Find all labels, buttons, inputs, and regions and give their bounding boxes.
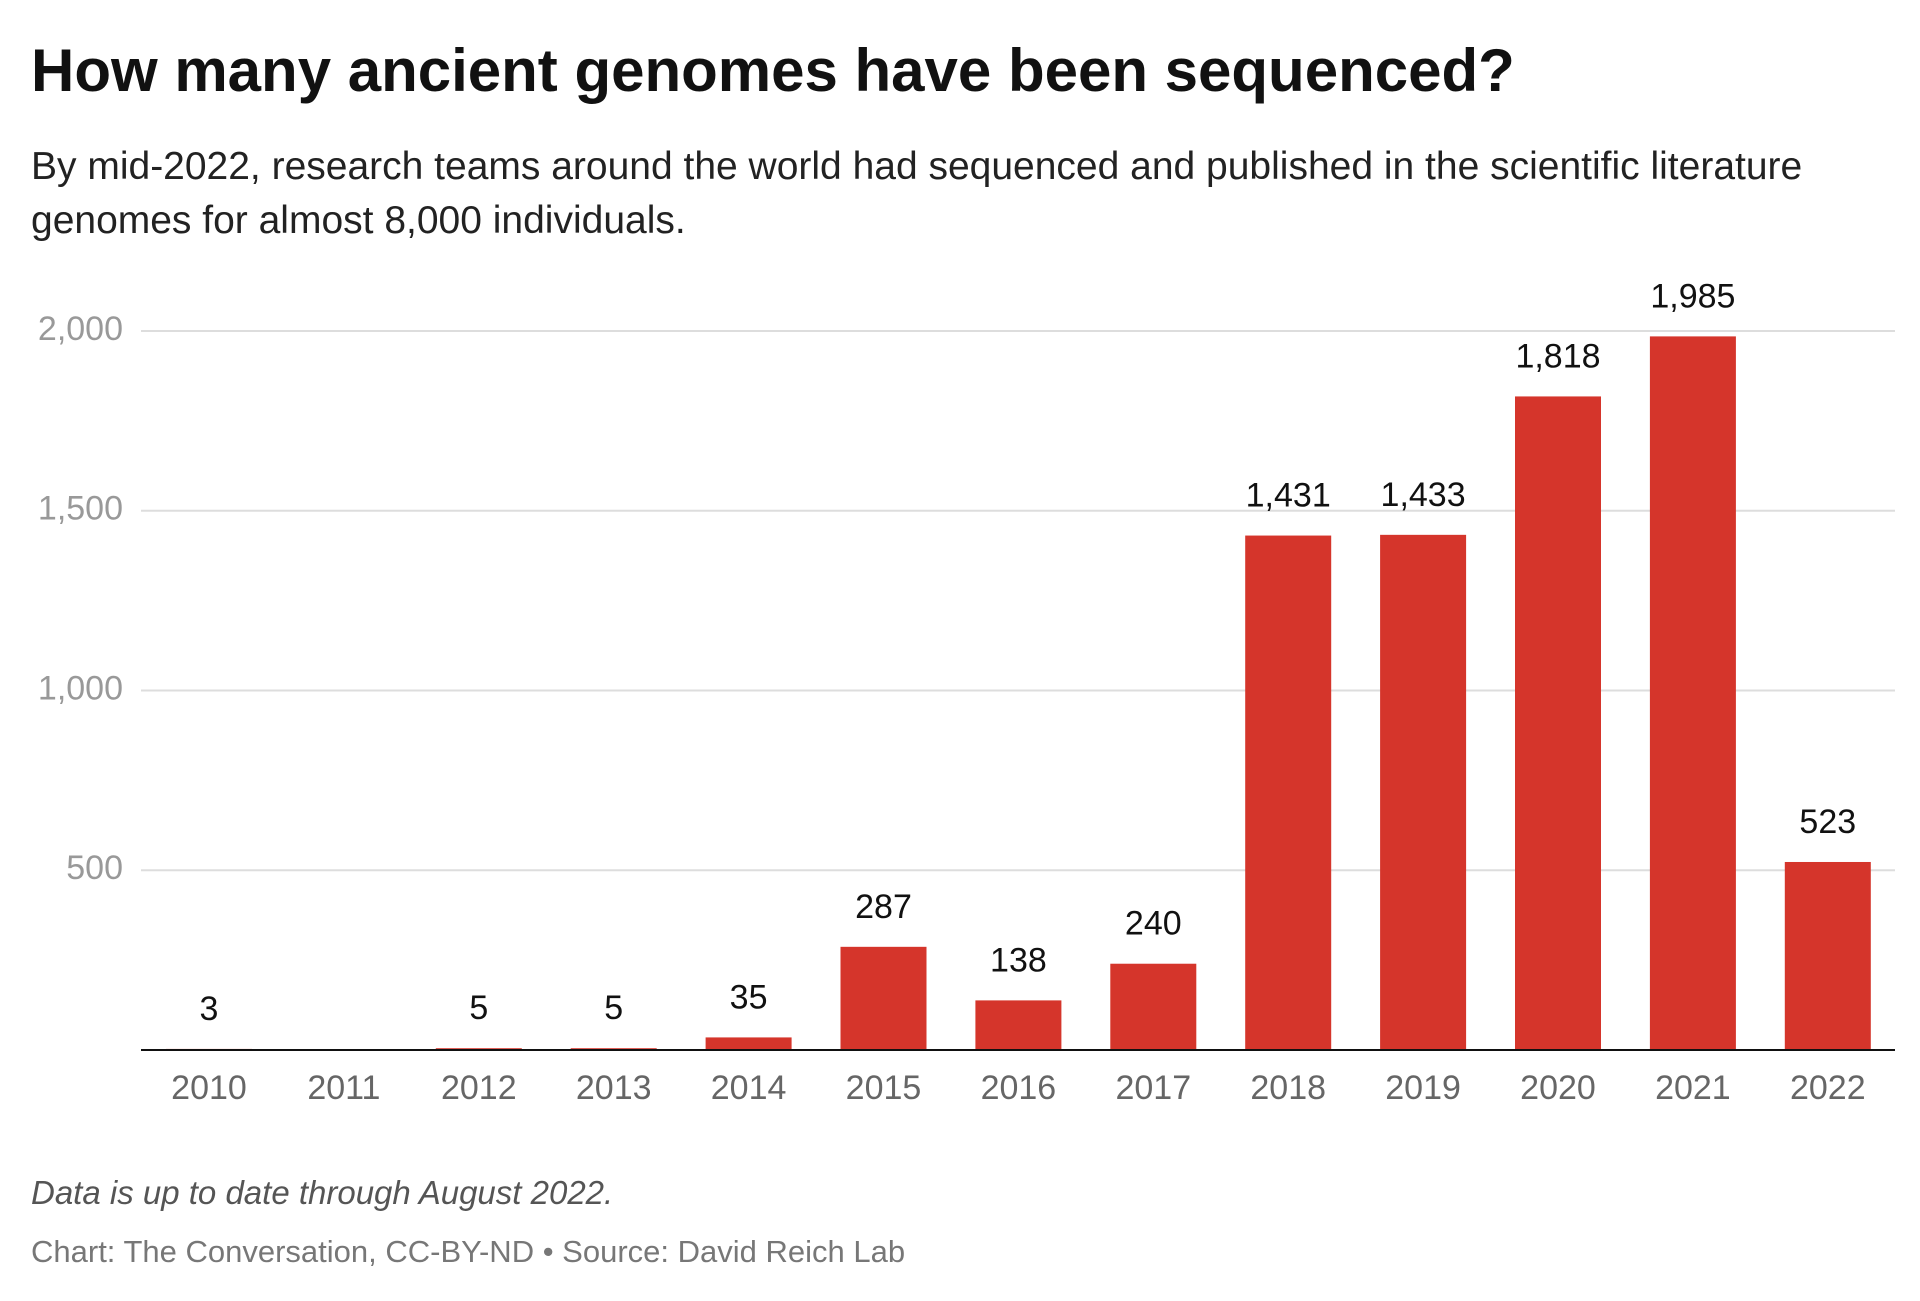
x-tick-label: 2010 [171, 1069, 247, 1107]
y-tick-label: 1,000 [38, 669, 123, 707]
bar [705, 1037, 792, 1050]
value-label: 1,985 [1650, 277, 1735, 315]
subtitle: By mid-2022, research teams around the w… [31, 145, 1803, 242]
x-tick-label: 2015 [846, 1069, 922, 1107]
bar [1784, 861, 1871, 1050]
bar [1380, 534, 1467, 1050]
x-tick-label: 2021 [1655, 1069, 1731, 1107]
bar [1245, 535, 1332, 1050]
bar [1649, 336, 1736, 1051]
x-tick-label: 2017 [1115, 1069, 1191, 1107]
value-label: 1,433 [1381, 476, 1466, 514]
value-label: 5 [469, 989, 488, 1027]
value-label: 3 [200, 990, 219, 1028]
y-tick-label: 1,500 [38, 490, 123, 528]
value-label: 240 [1125, 905, 1182, 943]
x-tick-label: 2014 [711, 1069, 787, 1107]
x-tick-label: 2013 [576, 1069, 652, 1107]
x-tick-label: 2016 [981, 1069, 1057, 1107]
x-tick-label: 2022 [1790, 1069, 1866, 1107]
y-tick-label: 500 [66, 849, 123, 887]
x-tick-label: 2011 [307, 1069, 380, 1107]
value-label: 287 [855, 888, 912, 926]
value-label: 35 [730, 978, 768, 1016]
bar [975, 1000, 1062, 1050]
bar [1515, 396, 1601, 1051]
note: Data is up to date through August 2022. [31, 1174, 614, 1211]
bar [840, 946, 927, 1050]
x-tick-label: 2020 [1520, 1069, 1596, 1107]
x-tick-label: 2019 [1385, 1069, 1461, 1107]
source: Chart: The Conversation, CC-BY-ND • Sour… [31, 1234, 906, 1269]
x-tick-label: 2018 [1250, 1069, 1326, 1107]
value-label: 1,818 [1515, 337, 1600, 375]
value-label: 5 [604, 989, 623, 1027]
x-tick-label: 2012 [441, 1069, 517, 1107]
value-label: 523 [1799, 803, 1856, 841]
bar [1110, 963, 1197, 1050]
y-tick-label: 2,000 [38, 310, 123, 348]
value-label: 1,431 [1246, 477, 1331, 515]
title: How many ancient genomes have been seque… [31, 37, 1515, 104]
value-label: 138 [990, 941, 1047, 979]
